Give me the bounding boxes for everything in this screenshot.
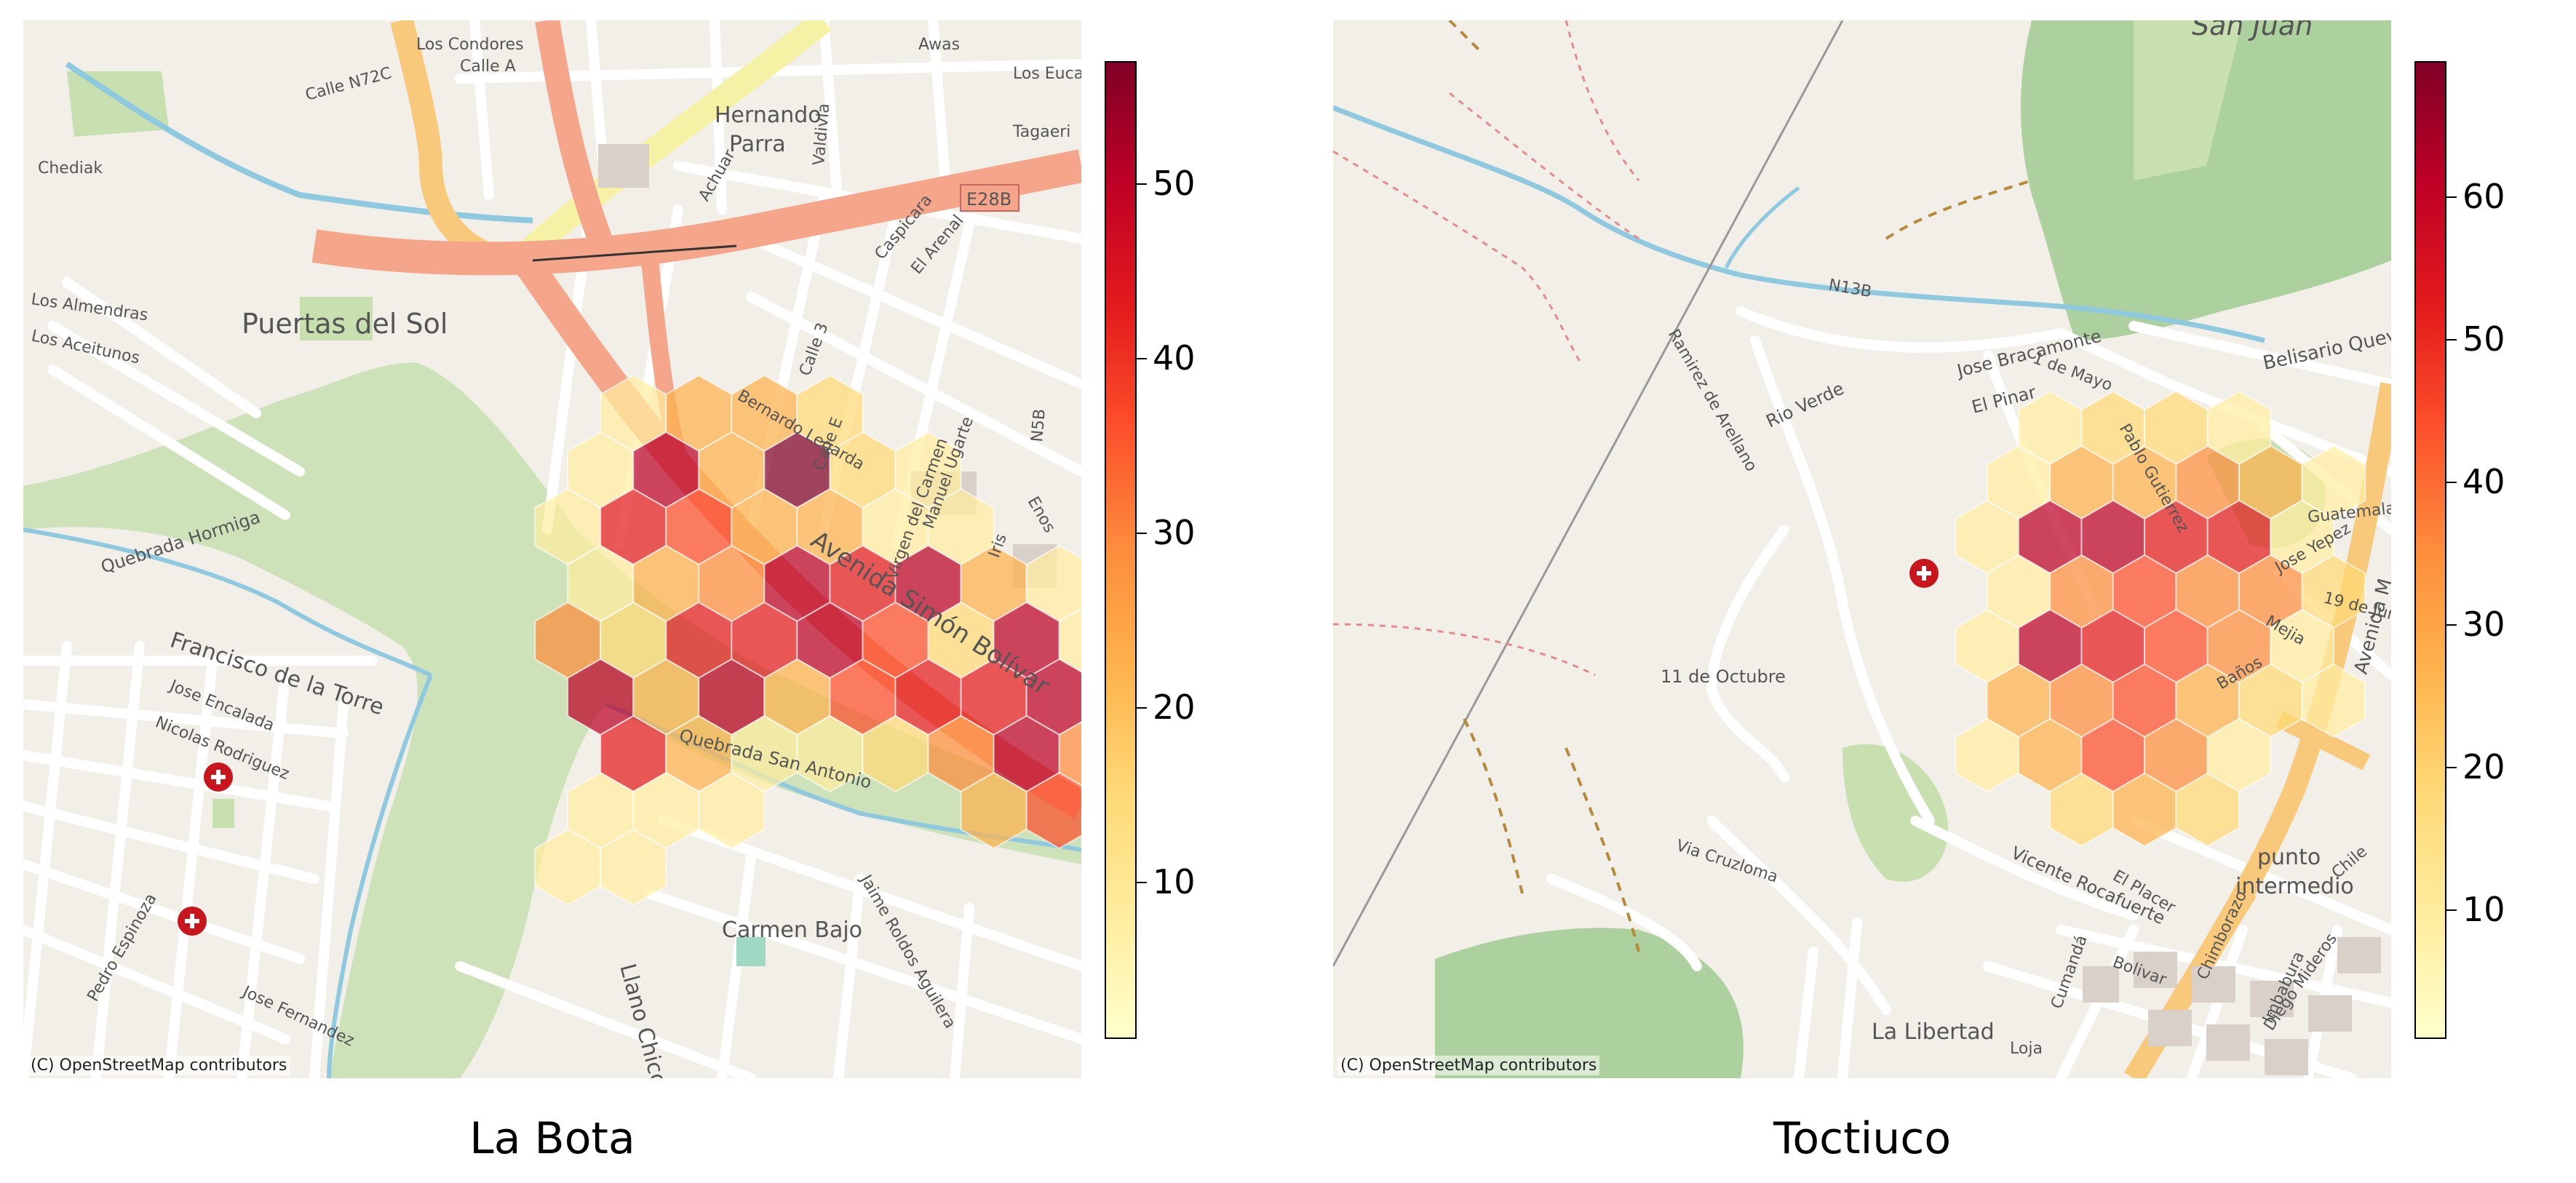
colorbar-tick-label: 30 (2462, 605, 2505, 644)
area-label: Carmen Bajo (722, 917, 862, 943)
street-label: Los Condores (416, 36, 524, 54)
hospital-icon (178, 907, 207, 936)
map-la-bota[interactable]: Puertas del Sol Hernando Parra Carmen Ba… (23, 20, 1081, 1078)
colorbar-tick-label: 30 (1153, 513, 1196, 552)
map-panel-toctiuco: San Juan punto intermedio La Libertad Be… (1310, 0, 2576, 1183)
map-attribution: (C) OpenStreetMap contributors (1337, 1056, 1600, 1075)
map-toctiuco[interactable]: San Juan punto intermedio La Libertad Be… (1333, 20, 2391, 1078)
street-label: Calle A (460, 57, 516, 76)
colorbar-tick (2446, 767, 2457, 768)
hexbin-layer-toctiuco (1955, 390, 2366, 848)
panel-title: La Bota (469, 1113, 635, 1164)
street-label: Los Eucaliptos (1013, 65, 1081, 83)
street-label: Loja (2010, 1040, 2043, 1058)
map-la-bota-basemap: Puertas del Sol Hernando Parra Carmen Ba… (23, 20, 1081, 1078)
colorbar-tick (2446, 624, 2457, 626)
colorbar-tick (2446, 339, 2457, 340)
colorbar-tick (1137, 882, 1147, 883)
colorbar-tick (1137, 183, 1147, 185)
map-panel-la-bota: Puertas del Sol Hernando Parra Carmen Ba… (0, 0, 1266, 1183)
map-toctiuco-basemap: San Juan punto intermedio La Libertad Be… (1333, 20, 2391, 1078)
railway-line (1333, 20, 1844, 967)
area-label: Hernando (715, 103, 822, 128)
hex-cell (2175, 772, 2240, 848)
colorbar-toctiuco (2414, 61, 2446, 1039)
colorbar-tick-label: 50 (2462, 319, 2505, 359)
area-label: Parra (729, 132, 786, 157)
colorbar-tick-label: 10 (1153, 862, 1196, 901)
colorbar-tick-label: 20 (1153, 688, 1196, 727)
colorbar-tick (2446, 909, 2457, 911)
colorbar-tick-label: 40 (2462, 462, 2505, 501)
colorbar-tick-label: 60 (2462, 177, 2505, 216)
map-attribution: (C) OpenStreetMap contributors (28, 1056, 290, 1075)
hexbin-layer-la-bota (534, 374, 1081, 907)
green-area (23, 362, 1081, 1078)
hospital-icon (1909, 559, 1939, 588)
hex-cell (1025, 771, 1081, 850)
neighborhood-label: Puertas del Sol (242, 308, 448, 340)
street-label: 11 de Octubre (1661, 666, 1786, 687)
colorbar-tick (1137, 358, 1147, 359)
street-label: N5B (1028, 408, 1049, 443)
green-area (2021, 20, 2391, 340)
colorbar-tick-label: 20 (2462, 747, 2505, 786)
colorbar-tick (1137, 533, 1147, 534)
colorbar-tick-label: 10 (2462, 890, 2505, 929)
colorbar-tick (2446, 196, 2457, 198)
hex-cell (600, 828, 667, 907)
colorbar-tick-label: 50 (1153, 164, 1196, 203)
colorbar-tick (1137, 707, 1147, 709)
road-shield: E28B (966, 189, 1011, 210)
hex-cell (698, 771, 766, 850)
colorbar-la-bota (1105, 61, 1137, 1039)
area-label: punto (2257, 845, 2321, 870)
area-label: La Libertad (1872, 1019, 1995, 1045)
street-label: Tagaeri (1012, 123, 1070, 141)
area-label: intermedio (2235, 874, 2354, 899)
street-label: Awas (918, 36, 960, 54)
colorbar-tick (2446, 482, 2457, 483)
hex-cell (2301, 663, 2366, 738)
hospital-icon (204, 762, 233, 792)
panel-title: Toctiuco (1773, 1113, 1952, 1164)
colorbar-tick-label: 40 (1153, 338, 1196, 378)
area-label: San Juan (2192, 20, 2313, 41)
street-label: Chediak (38, 159, 103, 178)
